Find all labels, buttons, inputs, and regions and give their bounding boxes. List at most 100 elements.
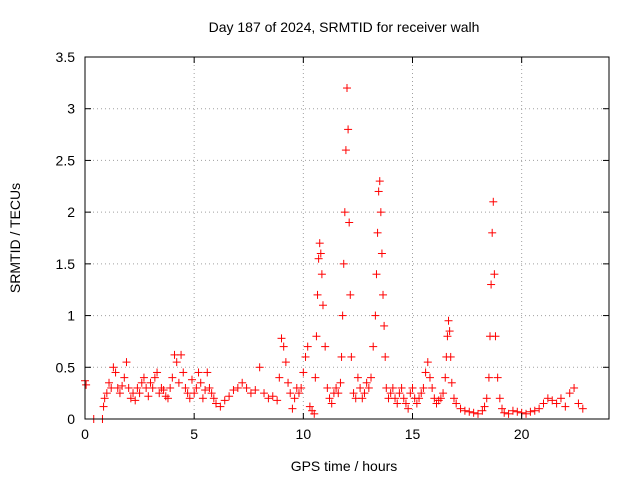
data-point xyxy=(353,373,362,382)
data-point xyxy=(212,399,220,408)
data-point xyxy=(561,402,570,411)
data-point xyxy=(310,409,319,418)
data-point xyxy=(216,402,225,411)
data-point xyxy=(229,386,238,395)
y-tick-label: 0 xyxy=(67,411,75,427)
data-point xyxy=(347,352,356,361)
data-point xyxy=(174,378,183,387)
data-point xyxy=(349,389,358,398)
x-axis-label: GPS time / hours xyxy=(291,458,398,474)
data-point xyxy=(360,389,369,398)
data-point xyxy=(155,389,164,398)
data-point xyxy=(508,406,517,415)
data-point xyxy=(242,383,251,392)
grid-lines xyxy=(85,57,609,419)
data-point xyxy=(548,396,557,405)
data-point xyxy=(305,402,314,411)
data-point xyxy=(288,404,297,413)
data-point xyxy=(393,399,402,408)
data-point xyxy=(441,373,450,382)
data-point xyxy=(526,407,535,416)
data-point xyxy=(192,383,201,392)
data-point xyxy=(488,228,497,237)
data-point xyxy=(381,352,390,361)
y-tick-label: 2 xyxy=(67,204,75,220)
data-point xyxy=(251,386,260,395)
data-point xyxy=(163,394,172,403)
data-point xyxy=(346,290,355,299)
data-point xyxy=(336,378,345,387)
data-point xyxy=(168,373,177,382)
data-point xyxy=(495,394,504,403)
data-point xyxy=(504,409,513,418)
data-point xyxy=(159,386,168,395)
data-point xyxy=(522,409,531,418)
data-point xyxy=(198,394,207,403)
data-point xyxy=(190,389,199,398)
data-point xyxy=(325,394,334,403)
data-point xyxy=(148,383,157,392)
data-point xyxy=(374,187,383,196)
x-tick-label: 15 xyxy=(405,426,421,442)
data-point xyxy=(315,239,324,248)
data-point xyxy=(490,270,499,279)
data-point xyxy=(332,383,341,392)
data-point xyxy=(260,389,269,398)
data-point xyxy=(445,327,454,336)
data-point xyxy=(323,383,332,392)
data-point xyxy=(139,373,148,382)
data-point xyxy=(314,254,323,263)
y-tick-label: 1 xyxy=(67,308,75,324)
data-point xyxy=(338,311,347,320)
data-point xyxy=(238,378,247,387)
data-point xyxy=(449,394,458,403)
data-point xyxy=(367,373,376,382)
data-point xyxy=(474,409,482,418)
data-point xyxy=(498,404,507,413)
y-tick-label: 1.5 xyxy=(56,256,76,272)
data-point xyxy=(345,218,354,227)
data-point xyxy=(465,407,474,416)
data-point xyxy=(275,373,284,382)
data-point xyxy=(153,368,162,377)
data-point xyxy=(172,358,181,367)
data-point xyxy=(122,358,131,367)
data-point xyxy=(233,383,242,392)
data-point xyxy=(380,321,389,330)
data-point xyxy=(109,363,118,372)
data-point xyxy=(539,399,548,408)
data-point xyxy=(146,378,155,387)
data-point xyxy=(493,373,502,382)
data-point xyxy=(436,394,445,403)
data-point xyxy=(124,383,133,392)
data-point xyxy=(284,378,293,387)
data-point xyxy=(205,383,214,392)
data-point xyxy=(443,332,452,341)
data-point xyxy=(388,383,397,392)
data-point xyxy=(377,249,386,258)
data-point xyxy=(111,368,120,377)
data-point xyxy=(281,358,290,367)
data-point xyxy=(115,389,124,398)
data-point xyxy=(313,290,322,299)
data-point xyxy=(268,392,277,401)
data-point xyxy=(543,394,552,403)
data-point xyxy=(203,368,212,377)
data-point xyxy=(255,363,264,372)
data-point xyxy=(399,394,408,403)
data-point xyxy=(452,399,461,408)
data-point xyxy=(135,389,144,398)
data-point xyxy=(177,350,186,359)
x-tick-label: 10 xyxy=(296,426,312,442)
data-point xyxy=(482,394,491,403)
data-point xyxy=(391,394,400,403)
data-point xyxy=(150,373,159,382)
data-point xyxy=(337,352,346,361)
data-point xyxy=(187,375,196,384)
data-point xyxy=(344,125,353,134)
data-point xyxy=(131,396,140,405)
data-point xyxy=(321,342,330,351)
data-point xyxy=(489,197,498,206)
data-point xyxy=(144,392,153,401)
